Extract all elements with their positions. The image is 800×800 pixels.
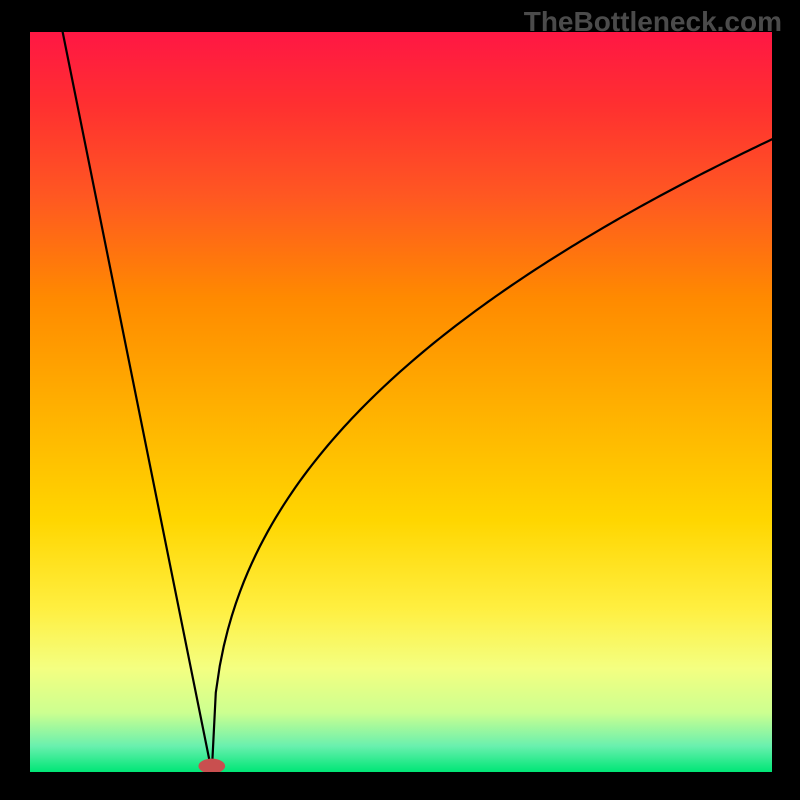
chart-container: TheBottleneck.com — [0, 0, 800, 800]
plot-area — [30, 32, 772, 772]
watermark-text: TheBottleneck.com — [524, 6, 782, 38]
gradient-background — [30, 32, 772, 772]
